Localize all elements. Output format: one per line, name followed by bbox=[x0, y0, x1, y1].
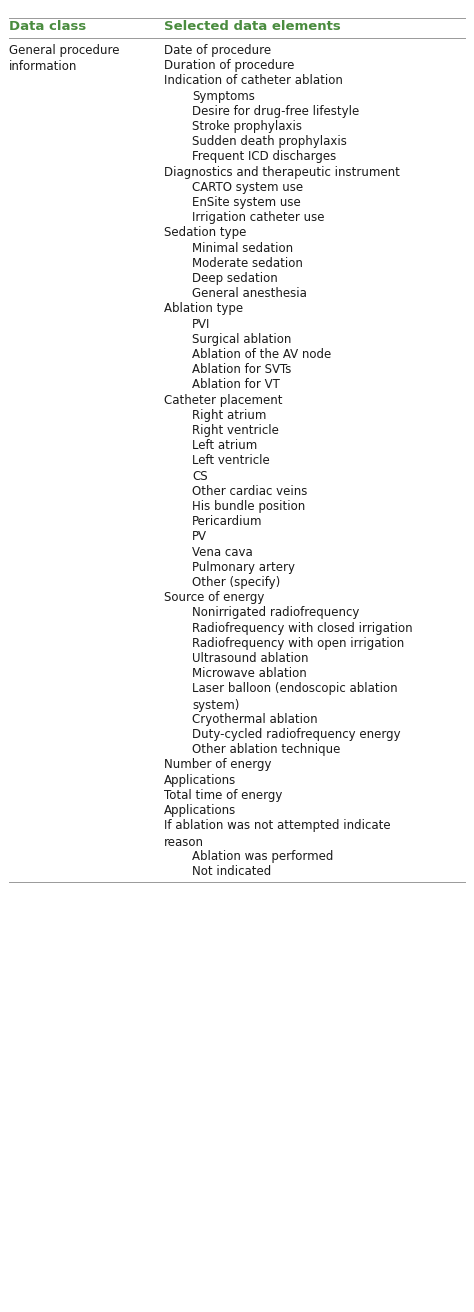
Text: Microwave ablation: Microwave ablation bbox=[192, 668, 307, 680]
Text: Ultrasound ablation: Ultrasound ablation bbox=[192, 652, 309, 665]
Text: Right ventricle: Right ventricle bbox=[192, 424, 279, 437]
Text: Other (specify): Other (specify) bbox=[192, 576, 280, 589]
Text: Sedation type: Sedation type bbox=[164, 227, 246, 239]
Text: Minimal sedation: Minimal sedation bbox=[192, 241, 293, 255]
Text: Applications: Applications bbox=[164, 804, 236, 817]
Text: Pulmonary artery: Pulmonary artery bbox=[192, 560, 295, 573]
Text: Sudden death prophylaxis: Sudden death prophylaxis bbox=[192, 135, 347, 148]
Text: General anesthesia: General anesthesia bbox=[192, 287, 307, 300]
Text: Pericardium: Pericardium bbox=[192, 516, 263, 529]
Text: Catheter placement: Catheter placement bbox=[164, 394, 282, 407]
Text: His bundle position: His bundle position bbox=[192, 500, 305, 513]
Text: Symptoms: Symptoms bbox=[192, 89, 255, 102]
Text: Ablation type: Ablation type bbox=[164, 302, 243, 315]
Text: Moderate sedation: Moderate sedation bbox=[192, 257, 303, 270]
Text: Right atrium: Right atrium bbox=[192, 409, 266, 421]
Text: Surgical ablation: Surgical ablation bbox=[192, 333, 292, 346]
Text: Selected data elements: Selected data elements bbox=[164, 20, 340, 33]
Text: Left atrium: Left atrium bbox=[192, 440, 257, 453]
Text: Ablation for VT: Ablation for VT bbox=[192, 378, 280, 391]
Text: Number of energy: Number of energy bbox=[164, 758, 271, 771]
Text: Other cardiac veins: Other cardiac veins bbox=[192, 485, 307, 497]
Text: Other ablation technique: Other ablation technique bbox=[192, 743, 340, 756]
Text: CS: CS bbox=[192, 470, 208, 483]
Text: EnSite system use: EnSite system use bbox=[192, 195, 301, 209]
Text: Date of procedure: Date of procedure bbox=[164, 45, 271, 56]
Text: If ablation was not attempted indicate
reason: If ablation was not attempted indicate r… bbox=[164, 819, 390, 849]
Text: Radiofrequency with closed irrigation: Radiofrequency with closed irrigation bbox=[192, 622, 412, 635]
Text: Ablation for SVTs: Ablation for SVTs bbox=[192, 363, 292, 377]
Text: General procedure
information: General procedure information bbox=[9, 45, 119, 73]
Text: Duration of procedure: Duration of procedure bbox=[164, 59, 294, 72]
Text: Data class: Data class bbox=[9, 20, 86, 33]
Text: Vena cava: Vena cava bbox=[192, 546, 253, 559]
Text: Not indicated: Not indicated bbox=[192, 865, 271, 878]
Text: PV: PV bbox=[192, 530, 207, 543]
Text: Deep sedation: Deep sedation bbox=[192, 272, 278, 285]
Text: Nonirrigated radiofrequency: Nonirrigated radiofrequency bbox=[192, 606, 359, 619]
Text: Frequent ICD discharges: Frequent ICD discharges bbox=[192, 151, 336, 164]
Text: Radiofrequency with open irrigation: Radiofrequency with open irrigation bbox=[192, 636, 404, 649]
Text: Applications: Applications bbox=[164, 774, 236, 787]
Text: Laser balloon (endoscopic ablation
system): Laser balloon (endoscopic ablation syste… bbox=[192, 682, 398, 712]
Text: Stroke prophylaxis: Stroke prophylaxis bbox=[192, 119, 302, 133]
Text: PVI: PVI bbox=[192, 318, 210, 331]
Text: Desire for drug-free lifestyle: Desire for drug-free lifestyle bbox=[192, 105, 359, 118]
Text: Indication of catheter ablation: Indication of catheter ablation bbox=[164, 75, 342, 88]
Text: Left ventricle: Left ventricle bbox=[192, 454, 270, 467]
Text: CARTO system use: CARTO system use bbox=[192, 181, 303, 194]
Text: Ablation was performed: Ablation was performed bbox=[192, 850, 333, 862]
Text: Source of energy: Source of energy bbox=[164, 592, 264, 605]
Text: Total time of energy: Total time of energy bbox=[164, 789, 282, 802]
Text: Duty-cycled radiofrequency energy: Duty-cycled radiofrequency energy bbox=[192, 728, 401, 741]
Text: Diagnostics and therapeutic instrument: Diagnostics and therapeutic instrument bbox=[164, 165, 400, 178]
Text: Cryothermal ablation: Cryothermal ablation bbox=[192, 712, 318, 726]
Text: Ablation of the AV node: Ablation of the AV node bbox=[192, 348, 331, 361]
Text: Irrigation catheter use: Irrigation catheter use bbox=[192, 211, 325, 224]
